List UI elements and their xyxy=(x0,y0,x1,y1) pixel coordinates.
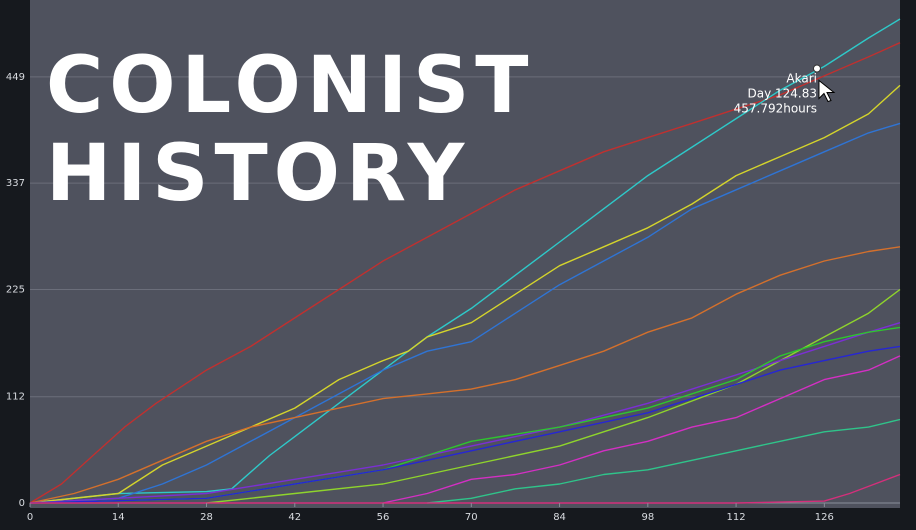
series-line-blue xyxy=(29,122,901,504)
x-tick-label: 28 xyxy=(200,512,213,523)
y-tick-label: 449 xyxy=(6,72,25,83)
x-tick-label: 56 xyxy=(377,512,390,523)
y-tick-label: 112 xyxy=(6,392,25,403)
series-line-violet xyxy=(29,322,901,504)
x-tick-label: 126 xyxy=(815,512,834,523)
x-tick-label: 42 xyxy=(288,512,301,523)
tooltip-point xyxy=(812,64,821,73)
x-tick-label: 14 xyxy=(112,512,125,523)
series-line-yellow xyxy=(29,84,901,504)
series-line-cyan xyxy=(29,18,901,504)
series-line-teal-green xyxy=(427,418,901,504)
y-tick-label: 0 xyxy=(19,498,25,509)
chart-title-line-2: HISTORY xyxy=(46,129,470,219)
chart-title-line-1: COLONIST xyxy=(46,41,534,131)
x-tick-label: 70 xyxy=(465,512,478,523)
tooltip-day: Day 124.83 xyxy=(747,87,817,101)
tooltip-hours: 457.792hours xyxy=(734,102,817,116)
series-line-lime xyxy=(206,288,901,504)
x-tick-label: 112 xyxy=(727,512,746,523)
mouse-cursor-icon xyxy=(818,79,836,103)
y-tick-label: 225 xyxy=(6,284,25,295)
series-line-red xyxy=(29,42,901,504)
series-line-navy xyxy=(29,345,901,504)
tooltip: Akari Day 124.83 457.792hours xyxy=(734,64,836,116)
series-lines xyxy=(29,18,901,504)
ticks: 0 112 225 337 449 0 14 28 42 56 70 84 98 112 126 xyxy=(6,72,834,523)
x-tick-label: 84 xyxy=(553,512,566,523)
tooltip-colonist-name: Akari xyxy=(786,72,817,86)
x-tick-label: 98 xyxy=(641,512,654,523)
y-tick-label: 337 xyxy=(6,178,25,189)
x-tick-label: 0 xyxy=(27,512,33,523)
plot-area xyxy=(30,0,900,508)
series-line-orange xyxy=(29,246,901,504)
series-line-magenta xyxy=(382,355,901,504)
